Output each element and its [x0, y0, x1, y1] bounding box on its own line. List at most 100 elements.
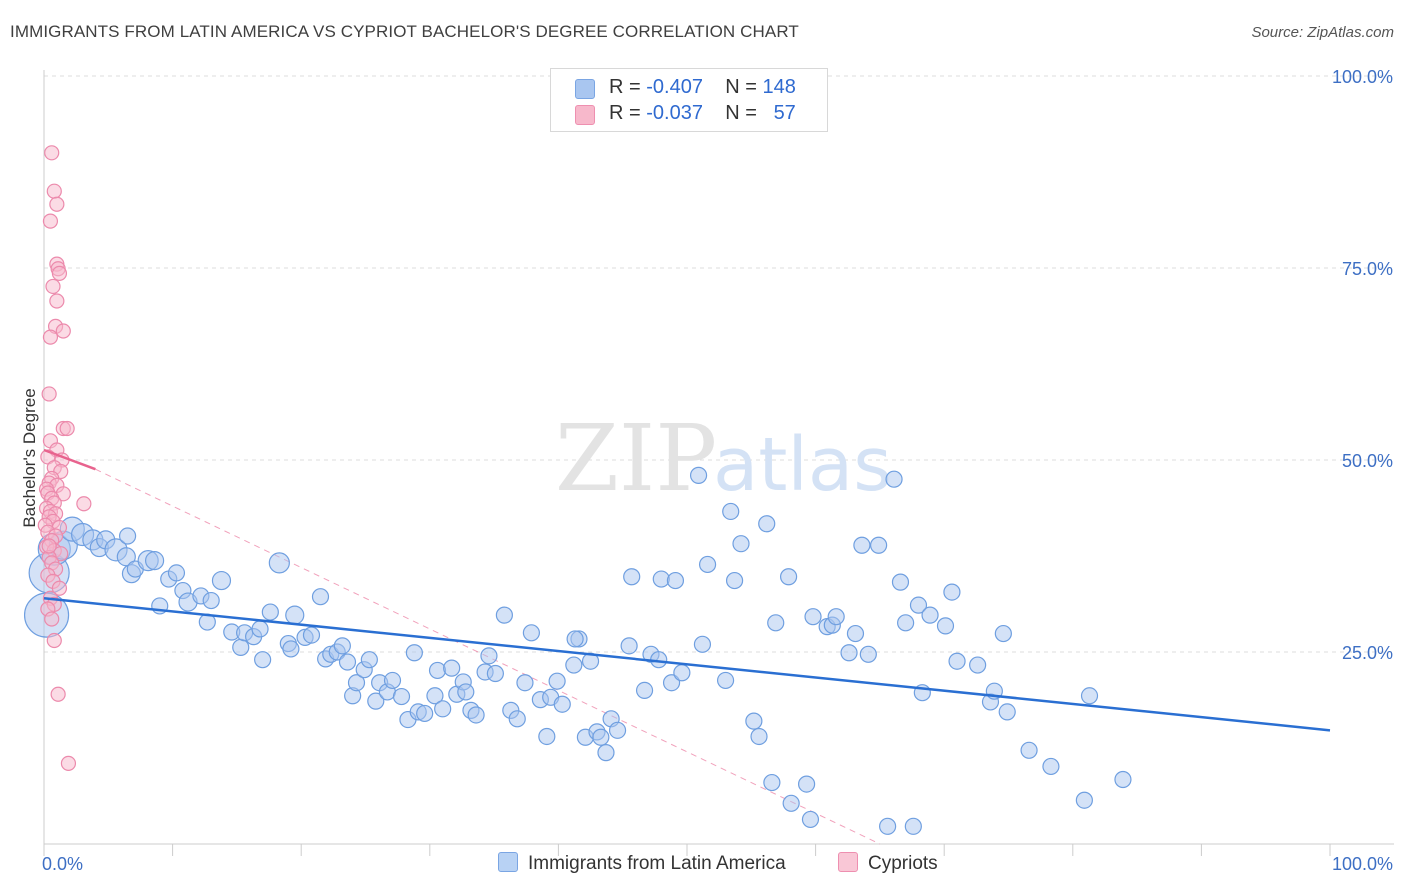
r-value: -0.407 [646, 76, 703, 98]
point-immigrants [779, 568, 798, 586]
point-immigrants [480, 647, 498, 665]
x-tick-label-min: 0.0% [42, 854, 83, 874]
point-immigrants [426, 687, 444, 705]
point-immigrants [885, 470, 903, 488]
point-immigrants [516, 674, 534, 692]
point-immigrants [1080, 687, 1099, 705]
point-immigrants [202, 591, 220, 610]
y-tick-label: 50.0% [1342, 451, 1393, 471]
trend-lines [43, 448, 1331, 732]
point-immigrants [311, 588, 330, 606]
legend-text: R = -0.037 N = 57 [609, 102, 796, 124]
point-immigrants [597, 744, 615, 762]
point-immigrants [1042, 757, 1060, 776]
point-immigrants [693, 635, 712, 653]
point-immigrants [635, 681, 654, 700]
point-immigrants [750, 727, 768, 746]
point-immigrants [840, 644, 858, 662]
bottom-legend-cypriots: Cypriots [838, 852, 938, 875]
point-immigrants [553, 695, 571, 713]
point-immigrants [367, 692, 385, 710]
point-immigrants [486, 664, 504, 683]
point-immigrants [732, 535, 750, 553]
point-immigrants [909, 596, 928, 614]
point-immigrants [592, 728, 610, 746]
point-cypriots [60, 755, 77, 771]
point-immigrants [716, 671, 735, 690]
point-immigrants [698, 555, 717, 574]
bottom-legend-swatch-pink [838, 852, 858, 872]
point-immigrants [548, 672, 566, 690]
point-immigrants [254, 651, 272, 669]
point-cypriots [55, 323, 71, 339]
point-immigrants [565, 656, 583, 674]
x-tick-label-max: 100.0% [1332, 854, 1393, 874]
point-immigrants [767, 614, 785, 632]
point-immigrants [508, 710, 526, 728]
point-immigrants [1020, 741, 1038, 759]
point-immigrants [1114, 770, 1132, 789]
point-immigrants [948, 652, 966, 670]
point-cypriots [42, 213, 59, 229]
point-immigrants [443, 659, 461, 677]
point-immigrants [936, 617, 955, 635]
point-immigrants [689, 466, 708, 484]
point-immigrants [662, 674, 681, 692]
point-immigrants [666, 571, 685, 590]
n-value: 148 [762, 76, 796, 98]
point-immigrants [333, 637, 351, 655]
y-tick-label: 75.0% [1342, 259, 1393, 279]
point-cypriots [44, 145, 60, 161]
point-immigrants [232, 638, 250, 656]
point-immigrants [943, 583, 961, 601]
point-immigrants [763, 773, 781, 792]
y-tick-label: 100.0% [1332, 67, 1393, 87]
point-immigrants [261, 603, 279, 621]
point-immigrants [891, 573, 910, 591]
point-immigrants [797, 775, 816, 793]
point-immigrants [969, 656, 987, 674]
point-immigrants [268, 552, 290, 574]
tick-labels: 25.0% 50.0% 75.0% 100.0% 0.0% 100.0% [42, 67, 1393, 874]
point-cypriots [46, 632, 62, 649]
point-immigrants [722, 502, 740, 521]
point-cypriots [59, 420, 75, 437]
watermark-atlas: atlas [713, 422, 892, 508]
series-immigrants-points [23, 466, 1132, 835]
point-immigrants [211, 570, 232, 591]
trend-line-immigrants [43, 596, 1331, 732]
point-immigrants [302, 626, 321, 644]
point-immigrants [998, 703, 1016, 721]
point-cypriots [50, 686, 66, 702]
point-immigrants [144, 551, 165, 571]
point-cypriots [46, 183, 62, 199]
trend-line-cypriots [43, 448, 96, 471]
point-immigrants [167, 564, 186, 582]
point-immigrants [405, 644, 423, 662]
point-immigrants [620, 637, 638, 655]
point-immigrants [725, 571, 744, 590]
point-immigrants [457, 683, 475, 701]
chart-title: IMMIGRANTS FROM LATIN AMERICA VS CYPRIOT… [10, 22, 799, 41]
point-immigrants [282, 640, 300, 658]
point-immigrants [801, 810, 820, 829]
watermark-zip: ZIP [555, 405, 717, 512]
point-immigrants [804, 608, 822, 626]
point-immigrants [251, 620, 269, 638]
point-cypriots [51, 265, 68, 281]
point-immigrants [846, 624, 865, 643]
point-immigrants [566, 630, 584, 648]
point-cypriots [42, 329, 59, 345]
point-immigrants [383, 671, 402, 690]
point-immigrants [285, 605, 305, 625]
point-immigrants [360, 651, 378, 669]
chart-source: Source: ZipAtlas.com [1251, 24, 1394, 41]
point-cypriots [76, 496, 92, 512]
point-immigrants [1075, 791, 1093, 809]
point-cypriots [51, 580, 68, 596]
point-immigrants [827, 608, 845, 626]
point-immigrants [745, 712, 763, 730]
point-immigrants [859, 645, 877, 663]
point-immigrants [118, 527, 137, 545]
